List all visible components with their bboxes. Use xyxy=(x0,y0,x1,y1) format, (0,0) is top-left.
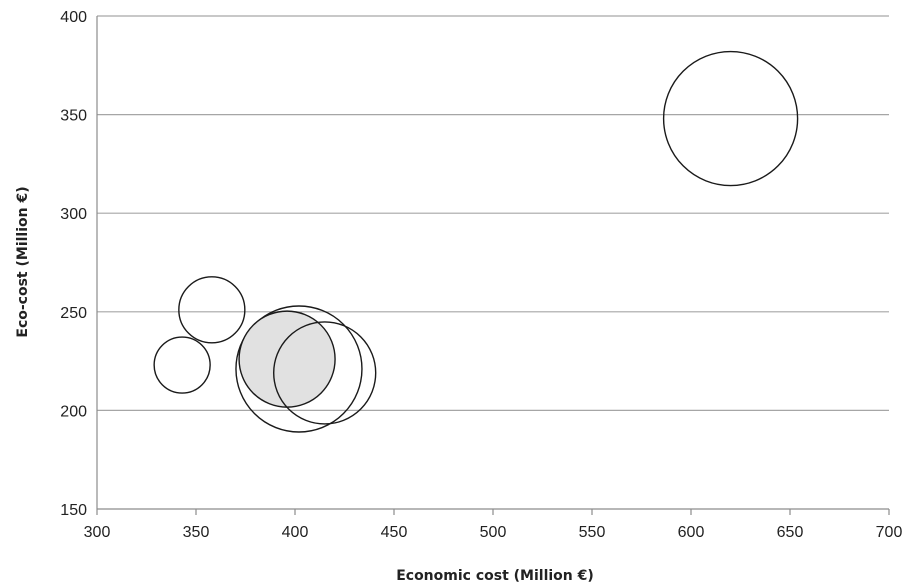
y-tick-label: 200 xyxy=(60,403,87,420)
x-tick-label: 300 xyxy=(84,524,111,541)
tick-labels: 150 200 250 300 350 400 300 350 400 450 500 550 600 6… xyxy=(60,9,902,541)
x-tick-label: 550 xyxy=(579,524,606,541)
bubble-point xyxy=(235,305,363,433)
x-tick-label: 450 xyxy=(381,524,408,541)
bubble-series xyxy=(153,50,799,433)
bubble-point xyxy=(662,50,799,187)
x-tick-label: 600 xyxy=(678,524,705,541)
bubble-point xyxy=(273,321,377,425)
x-axis-label: Economic cost (Million €) xyxy=(396,568,594,584)
x-tick-label: 350 xyxy=(183,524,210,541)
y-tick-label: 150 xyxy=(60,502,87,519)
axes xyxy=(96,16,890,515)
y-tick-label: 300 xyxy=(60,206,87,223)
x-tick-label: 700 xyxy=(876,524,903,541)
gridlines xyxy=(97,15,889,411)
x-tick-label: 400 xyxy=(282,524,309,541)
y-axis-label: Eco-cost (Million €) xyxy=(15,186,31,337)
bubble-point xyxy=(178,276,246,344)
bubble-point xyxy=(153,336,211,394)
y-tick-label: 400 xyxy=(60,9,87,26)
y-tick-label: 250 xyxy=(60,305,87,322)
x-tick-label: 650 xyxy=(777,524,804,541)
y-tick-label: 350 xyxy=(60,108,87,125)
x-tick-label: 500 xyxy=(480,524,507,541)
